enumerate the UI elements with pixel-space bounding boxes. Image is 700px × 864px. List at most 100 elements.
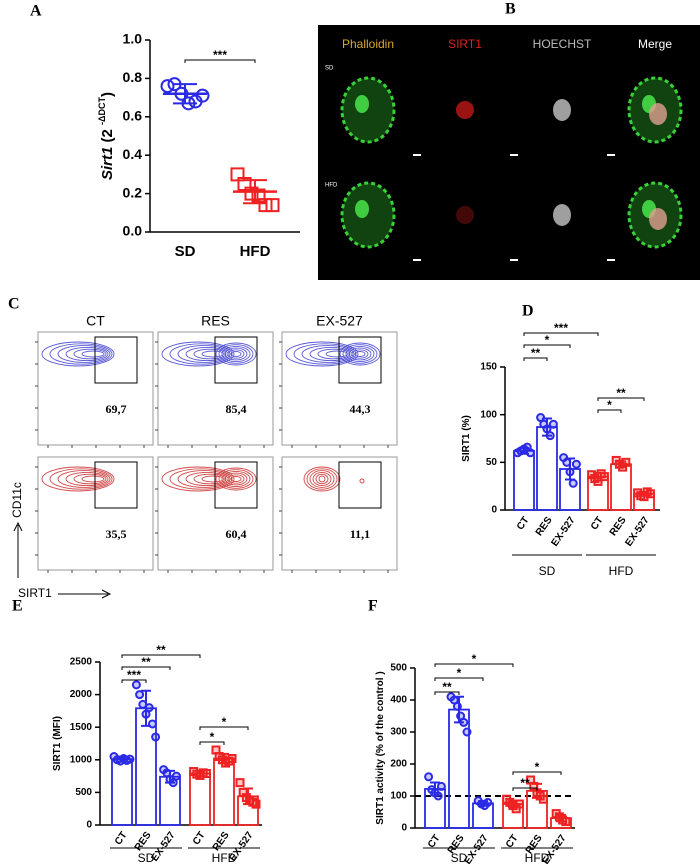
y-tick-label: 1000 [70, 754, 93, 765]
gate [338, 461, 382, 509]
data-point [621, 457, 631, 467]
data-point [171, 771, 181, 781]
contour [325, 350, 349, 358]
significance-bracket [199, 741, 225, 745]
panel-label: E [12, 598, 23, 615]
data-point [160, 79, 175, 94]
significance-bracket [512, 771, 562, 775]
contour [177, 470, 231, 488]
significance-label: * [210, 730, 215, 744]
y-axis-label-part: Sirt1 [99, 147, 116, 180]
panel-label: B [505, 1, 516, 18]
significance-label: *** [554, 321, 568, 335]
contour [177, 345, 231, 363]
y-tick-label: 0.4 [123, 146, 143, 162]
data-point [195, 88, 210, 103]
data-point [538, 794, 548, 804]
contour [306, 468, 338, 490]
cell-actin-spot [355, 95, 369, 113]
y-tick-label: 150 [480, 362, 497, 373]
significance-label: * [472, 652, 477, 666]
contour [224, 472, 248, 486]
significance-label: *** [213, 48, 227, 62]
panel-label: C [8, 296, 20, 313]
contour [41, 466, 115, 492]
y-axis-label-part: -ΔDCT [97, 96, 107, 124]
contour [285, 341, 359, 367]
contour [215, 342, 257, 366]
data-point [514, 799, 524, 809]
y-axis-label: SIRT1 activity (% of the control ) [375, 671, 386, 824]
data-point [571, 459, 581, 469]
channel-label: Merge [638, 37, 672, 51]
y-tick-label: 0.6 [123, 108, 143, 124]
data-point [525, 448, 535, 458]
cell-actin [342, 78, 394, 142]
significance-label: * [545, 333, 550, 347]
gate-value: 69,7 [106, 402, 127, 416]
flow-y-label: CD11c [10, 482, 24, 518]
significance-bracket [523, 332, 599, 336]
cell-actin-edge [340, 76, 396, 144]
data-point [645, 489, 655, 499]
data-point [545, 431, 555, 441]
contour [317, 348, 351, 360]
panel-label: D [522, 303, 534, 320]
data-point [251, 799, 261, 809]
merge-nucleus [649, 103, 667, 125]
flow-x-arrow [58, 589, 112, 599]
significance-label: * [535, 760, 540, 774]
contour [224, 347, 248, 361]
row-label: SD [325, 66, 334, 72]
significance-label: ** [156, 643, 166, 657]
contour [81, 475, 105, 483]
x-tick-label: EX-527 [623, 515, 651, 549]
y-tick-label: 1.0 [123, 31, 143, 47]
group-label: SD [451, 851, 468, 864]
contour [201, 475, 225, 483]
y-tick-label: 2000 [70, 689, 93, 700]
data-point [599, 472, 609, 482]
data-point [147, 719, 157, 729]
group-label: HFD [525, 851, 550, 864]
contour [359, 478, 365, 484]
y-axis-label-part: (2 [99, 125, 116, 147]
bar [513, 449, 535, 511]
column-label: EX-527 [316, 313, 363, 329]
y-tick-label: 0 [491, 505, 497, 516]
contour [230, 476, 242, 482]
y-axis-label-part: SIRT1 activity (% of the control ) [375, 671, 386, 824]
significance-bracket [184, 59, 256, 63]
contour [342, 344, 378, 364]
y-axis-label-part: SIRT1 (MFI) [52, 716, 63, 771]
significance-label: ** [616, 386, 626, 400]
contour [161, 466, 235, 492]
bar [111, 758, 133, 826]
significance-bracket [121, 679, 147, 683]
contour [312, 471, 332, 487]
x-tick-label: RES [534, 515, 555, 538]
nucleus [553, 204, 571, 226]
contour [73, 348, 107, 360]
x-tick-label: RES [211, 830, 232, 853]
contour [348, 347, 372, 361]
data-point [424, 772, 434, 782]
data-point [135, 690, 145, 700]
y-axis-label-part: ) [99, 92, 116, 97]
x-tick-label: CT [589, 515, 606, 532]
data-point [562, 457, 572, 467]
x-tick-label: SD [175, 243, 196, 260]
gate-value: 35,5 [106, 527, 127, 541]
bar [448, 708, 470, 829]
significance-bracket [597, 397, 645, 401]
significance-bracket [199, 726, 249, 730]
y-tick-label: 0.2 [123, 184, 143, 200]
sirt1-signal [456, 101, 474, 119]
y-tick-label: 200 [390, 759, 407, 770]
y-tick-label: 300 [390, 727, 407, 738]
y-axis-label: SIRT1 (MFI) [52, 716, 63, 771]
bar [189, 772, 211, 826]
data-point [568, 478, 578, 488]
significance-label: ** [531, 346, 541, 360]
